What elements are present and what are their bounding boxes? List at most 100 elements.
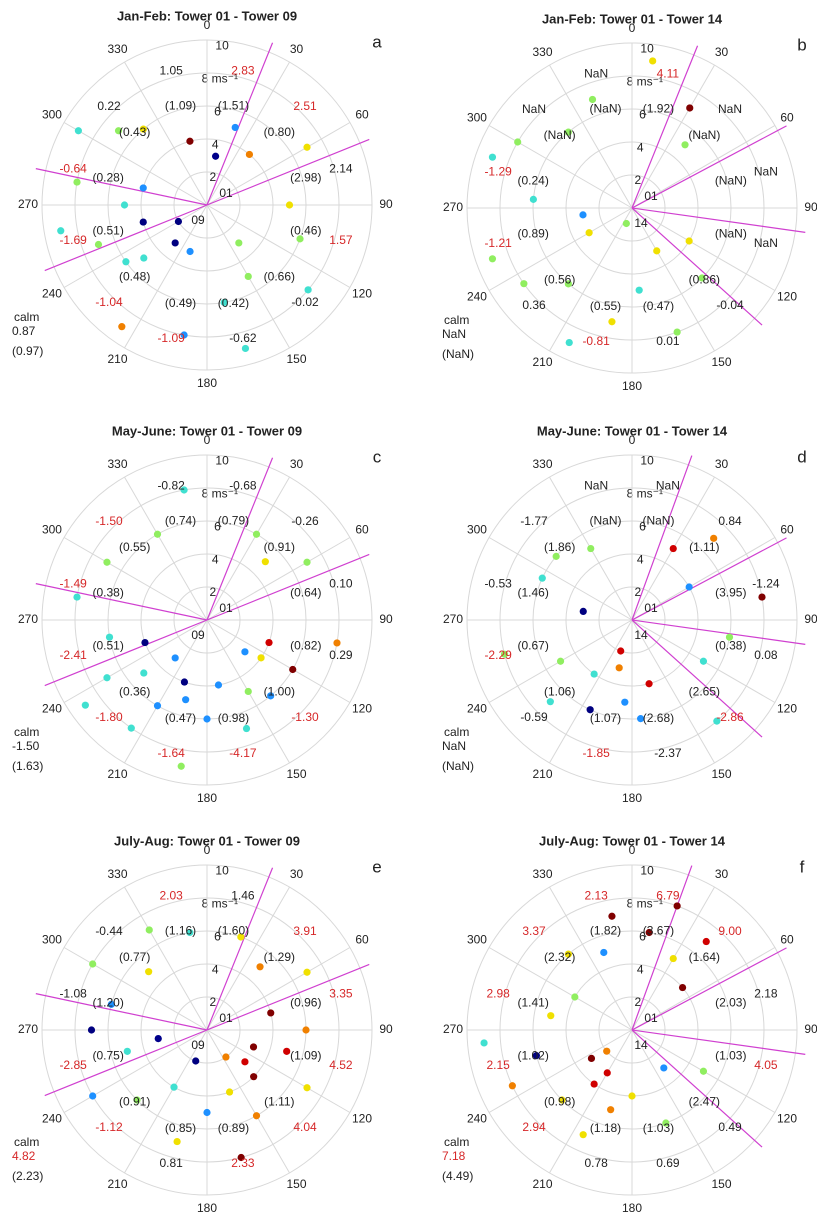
data-point [758,593,766,601]
sector-value: -2.41 [59,648,87,662]
sector-sublabel: (1.03) [643,1121,674,1135]
sector-value: -0.62 [229,331,257,345]
angular-grid-line [488,947,633,1031]
radial-tick-label: 10 [640,864,654,878]
data-point [520,280,528,288]
sector-boundary [35,168,208,206]
data-point [180,678,189,686]
data-point [608,912,616,920]
sector-sublabel: (0.48) [119,270,150,284]
panel: May-June: Tower 01 - Tower 14 d 2 4 6 8 ms⁻¹ 1… [442,423,817,805]
data-point [546,698,554,706]
data-point [283,1047,291,1055]
sector-value: 2.33 [231,1156,255,1170]
data-point [710,534,718,542]
angle-tick-label: 60 [780,111,794,125]
sector-boundary [631,537,787,621]
data-point [139,218,147,226]
sector-sublabel: (0.47) [643,299,674,313]
data-point [107,1000,115,1008]
angle-tick-label: 120 [777,290,797,304]
angular-grid-line [124,619,208,764]
sector-value: 1.46 [231,888,255,902]
angular-grid-line [206,886,290,1031]
sector-sublabel: (1.02) [518,1049,549,1063]
angle-tick-label: 300 [467,111,487,125]
sector-sublabel: (2.65) [689,685,720,699]
sector-sublabel: (0.74) [165,513,196,527]
data-point [588,95,597,104]
angular-grid-line [206,476,290,621]
sector-sublabel: (0.28) [93,171,124,185]
sector-sublabel: (NaN) [590,101,622,115]
panel: May-June: Tower 01 - Tower 09 c 2 4 6 8 ms⁻¹ 1… [12,423,393,805]
angle-tick-label: 150 [711,355,731,369]
data-point [73,593,81,601]
data-point [635,286,643,294]
sector-sublabel: (0.38) [93,586,124,600]
sector-value: 0.08 [754,648,778,662]
data-point [617,647,625,655]
panel-title: July-Aug: Tower 01 - Tower 14 [539,833,726,848]
sector-sublabel: (1.07) [590,711,621,725]
radial-tick-label: 10 [215,39,229,53]
sector-value: -0.64 [59,161,87,175]
radial-tick-label: 10 [215,454,229,468]
calm-value: 4.82 [12,1149,36,1163]
sector-sublabel: (0.51) [93,639,124,653]
data-point [552,552,560,560]
angular-grid-line [488,537,633,621]
data-point [174,217,183,226]
data-point [267,1009,275,1017]
data-point [669,544,677,553]
data-point [662,1119,670,1127]
radial-tick-label: 4 [637,962,644,976]
panel: Jan-Feb: Tower 01 - Tower 14 b 2 4 6 8 ms⁻¹ 10… [442,11,817,393]
sector-sublabel: (3.67) [643,923,674,937]
data-point [603,1069,611,1077]
data-point [141,638,149,647]
angle-tick-label: 300 [42,523,62,537]
sector-boundary [206,963,370,1031]
sector-value: 1.57 [329,233,353,247]
angle-tick-label: 120 [777,702,797,716]
data-point [637,715,645,723]
data-point [547,1012,555,1020]
sector-sublabel: (1.09) [165,98,196,112]
sector-value: NaN [584,478,608,492]
angle-tick-label: 90 [379,1022,393,1036]
sector-value: -0.81 [582,334,610,348]
sector-value: 2.15 [486,1058,510,1072]
sector-value: -0.02 [291,295,319,309]
angle-tick-label: 150 [711,1177,731,1191]
angular-grid-line [63,1029,208,1113]
data-point [556,657,565,665]
data-point [685,583,693,591]
sector-sublabel: (1.03) [715,1049,746,1063]
data-point [699,1067,708,1075]
panel: Jan-Feb: Tower 01 - Tower 09 a 2 4 6 8 ms⁻¹ 10… [12,8,393,390]
sector-value: -2.85 [59,1058,87,1072]
radial-tick-label: 8 ms⁻¹ [627,486,663,500]
sector-value: -1.85 [582,746,610,760]
angle-tick-label: 150 [711,767,731,781]
angle-tick-label: 210 [107,1177,127,1191]
data-point [214,681,223,689]
angle-tick-label: 330 [107,42,127,56]
data-point [571,993,579,1001]
angle-tick-label: 180 [197,1201,217,1215]
sector-value: -1.30 [291,710,319,724]
angle-tick-label: 90 [379,612,393,626]
data-point [244,272,252,281]
radial-tick-label: 2 [210,170,217,184]
data-point [241,648,249,656]
angle-tick-label: 60 [780,523,794,537]
sector-sublabel: (1.51) [218,98,249,112]
data-point [585,229,593,237]
data-point [532,1052,540,1060]
angular-grid-line [631,64,715,209]
sector-value: 0.78 [584,1156,608,1170]
data-point [579,607,587,616]
radial-tick-label: 6 [214,929,221,943]
data-point [564,950,572,958]
